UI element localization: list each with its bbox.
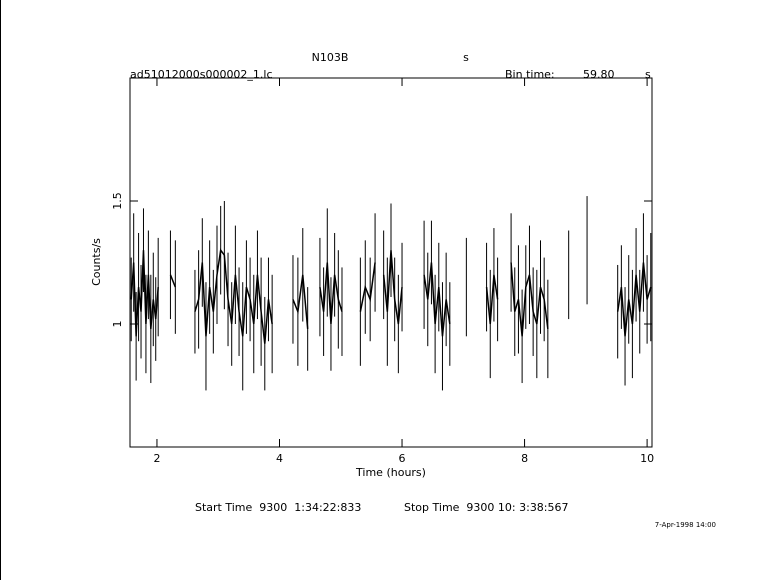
x-tick-label: 10: [640, 452, 654, 465]
chart-title: N103B: [312, 51, 349, 64]
bin-time: 59.80: [583, 68, 615, 81]
y-tick-label: 1.5: [111, 192, 124, 210]
x-tick-label: 2: [153, 452, 160, 465]
date: 7-Apr-1998 14:00: [655, 521, 716, 529]
y-tick-label: 1: [111, 321, 124, 328]
x-tick-label: 8: [521, 452, 528, 465]
title-suffix: s: [463, 51, 469, 64]
y-axis-label: Counts/s: [90, 238, 103, 286]
plot-frame: [129, 77, 653, 448]
stop-time: Stop Time 9300 10: 3:38:567: [404, 501, 569, 514]
data-line: [130, 248, 652, 344]
x-tick-label: 6: [399, 452, 406, 465]
bin-time-label: Bin time:: [505, 68, 555, 81]
subtitle: ad51012000s000002_1.lc: [130, 68, 273, 81]
x-tick-label: 4: [276, 452, 283, 465]
x-axis-label: Time (hours): [355, 466, 426, 479]
bin-time-unit: s: [645, 68, 651, 81]
start-time: Start Time 9300 1:34:22:833: [195, 501, 361, 514]
